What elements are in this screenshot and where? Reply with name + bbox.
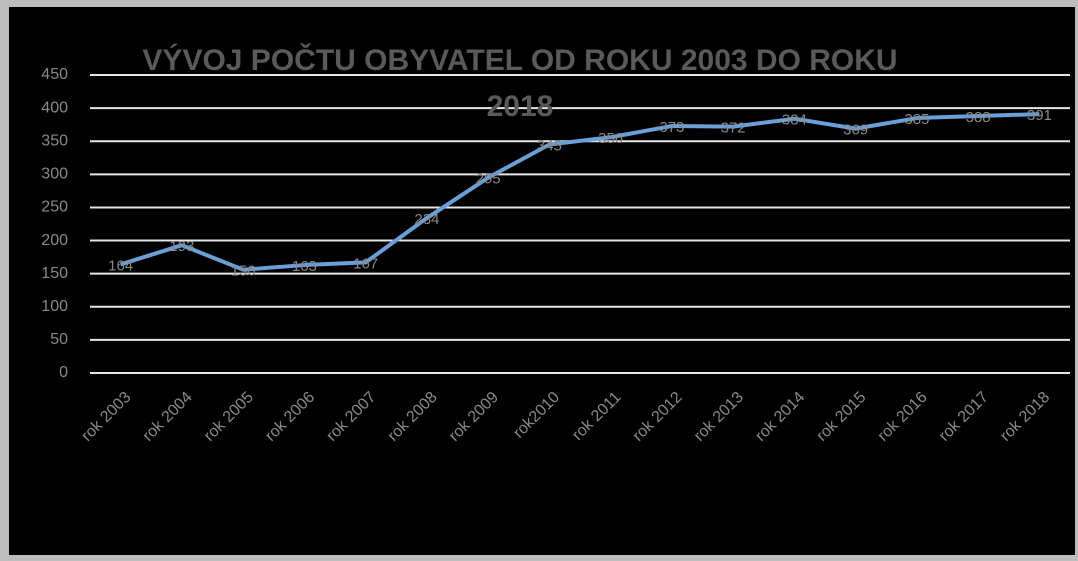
y-tick-label: 300	[41, 166, 68, 183]
data-label: 369	[843, 122, 868, 139]
data-label: 156	[231, 263, 256, 280]
y-tick-label: 400	[41, 99, 68, 116]
y-tick-label: 100	[41, 298, 68, 315]
y-tick-label: 50	[50, 331, 68, 348]
data-label: 385	[904, 111, 929, 128]
data-label: 391	[1027, 107, 1052, 124]
chart-background	[9, 7, 1075, 555]
data-label: 372	[721, 120, 746, 137]
data-label: 345	[537, 138, 562, 155]
data-label: 384	[782, 112, 807, 129]
y-tick-label: 250	[41, 199, 68, 216]
data-label: 356	[598, 130, 623, 147]
data-label: 193	[169, 238, 194, 255]
chart-title: VÝVOJ POČTU OBYVATEL OD ROKU 2003 DO ROK…	[142, 44, 898, 123]
data-label: 167	[353, 255, 378, 272]
data-label: 388	[966, 109, 991, 126]
data-label: 164	[108, 257, 133, 274]
y-tick-label: 0	[59, 364, 68, 381]
data-label: 163	[292, 258, 317, 275]
y-tick-label: 350	[41, 132, 68, 149]
data-label: 234	[414, 211, 439, 228]
line	[120, 112, 1040, 272]
y-tick-label: 150	[41, 265, 68, 282]
data-label: 373	[659, 119, 684, 136]
y-tick-label: 450	[41, 66, 68, 83]
y-tick-label: 200	[41, 232, 68, 249]
data-label: 295	[476, 171, 501, 188]
